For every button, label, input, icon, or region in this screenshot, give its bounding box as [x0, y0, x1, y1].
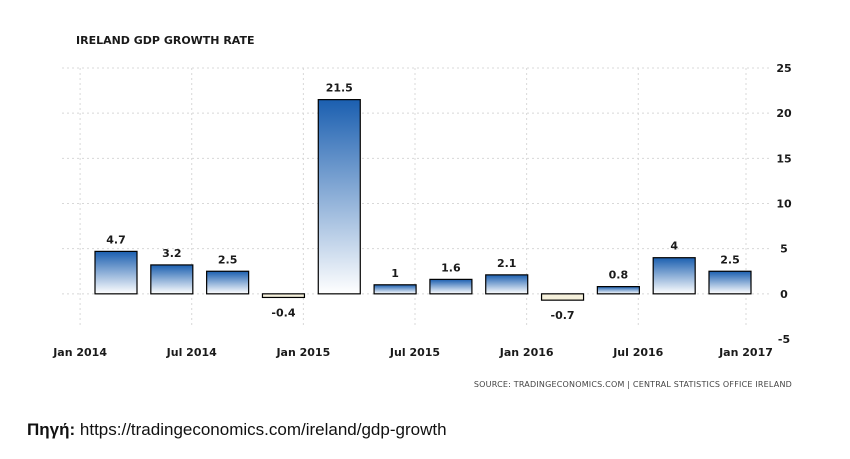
bar-q4-2016 — [708, 270, 752, 295]
data-label: 21.5 — [326, 82, 353, 95]
bar-q3-2016 — [652, 257, 696, 295]
y-tick-label: 20 — [776, 107, 792, 120]
data-labels: 4.7 3.2 2.5 -0.4 21.5 1 1.6 2.1 -0.7 0.8 4 2.5 — [106, 82, 740, 323]
data-label: 0.8 — [609, 269, 629, 282]
caption-prefix: Πηγή: — [27, 420, 76, 439]
y-tick-label: 5 — [780, 243, 788, 256]
x-tick-label: Jan 2017 — [718, 346, 773, 359]
y-tick-label: -5 — [778, 333, 790, 346]
caption-url: https://tradingeconomics.com/ireland/gdp… — [75, 420, 447, 439]
data-label: 2.5 — [720, 253, 740, 266]
data-label: 4.7 — [106, 233, 126, 246]
data-label: 1 — [391, 267, 399, 280]
chart-title: IRELAND GDP GROWTH RATE — [76, 34, 255, 47]
data-label: -0.4 — [271, 306, 295, 319]
bar-q1-2015 — [317, 99, 361, 295]
x-tick-label: Jul 2015 — [389, 346, 440, 359]
data-label: 1.6 — [441, 261, 461, 274]
data-label: 2.1 — [497, 257, 517, 270]
y-tick-label: 25 — [776, 62, 791, 75]
x-tick-label: Jul 2014 — [166, 346, 217, 359]
bar-q2-2015 — [373, 284, 417, 295]
x-tick-label: Jan 2014 — [52, 346, 107, 359]
x-tick-label: Jan 2016 — [499, 346, 554, 359]
bars — [94, 99, 752, 301]
source-caption: Πηγή: https://tradingeconomics.com/irela… — [27, 420, 447, 440]
bar-q2-2016 — [596, 286, 640, 295]
data-label: -0.7 — [551, 309, 575, 322]
data-label: 2.5 — [218, 253, 238, 266]
bar-q1-2016 — [540, 293, 585, 301]
bar-q1-2014 — [94, 250, 138, 295]
bar-q4-2014 — [261, 293, 306, 299]
y-tick-label: 15 — [776, 152, 791, 165]
bar-q3-2015 — [429, 278, 473, 295]
bar-q3-2014 — [206, 270, 250, 295]
bar-q2-2014 — [150, 264, 194, 295]
x-tick-label: Jan 2015 — [275, 346, 330, 359]
source-note: SOURCE: TRADINGECONOMICS.COM | CENTRAL S… — [474, 380, 792, 389]
data-label: 4 — [670, 240, 678, 253]
data-label: 3.2 — [162, 247, 182, 260]
x-axis: Jan 2014 Jul 2014 Jan 2015 Jul 2015 Jan 2016… — [52, 346, 773, 359]
y-tick-label: 10 — [776, 198, 792, 211]
y-tick-label: 0 — [780, 288, 788, 301]
gdp-growth-chart: IRELAND GDP GROWTH RATE 4.7 3.2 2.5 -0.4 21.… — [52, 34, 792, 389]
y-axis: 25 20 15 10 5 0 -5 — [776, 62, 792, 346]
x-tick-label: Jul 2016 — [612, 346, 663, 359]
bar-q4-2015 — [485, 274, 529, 295]
